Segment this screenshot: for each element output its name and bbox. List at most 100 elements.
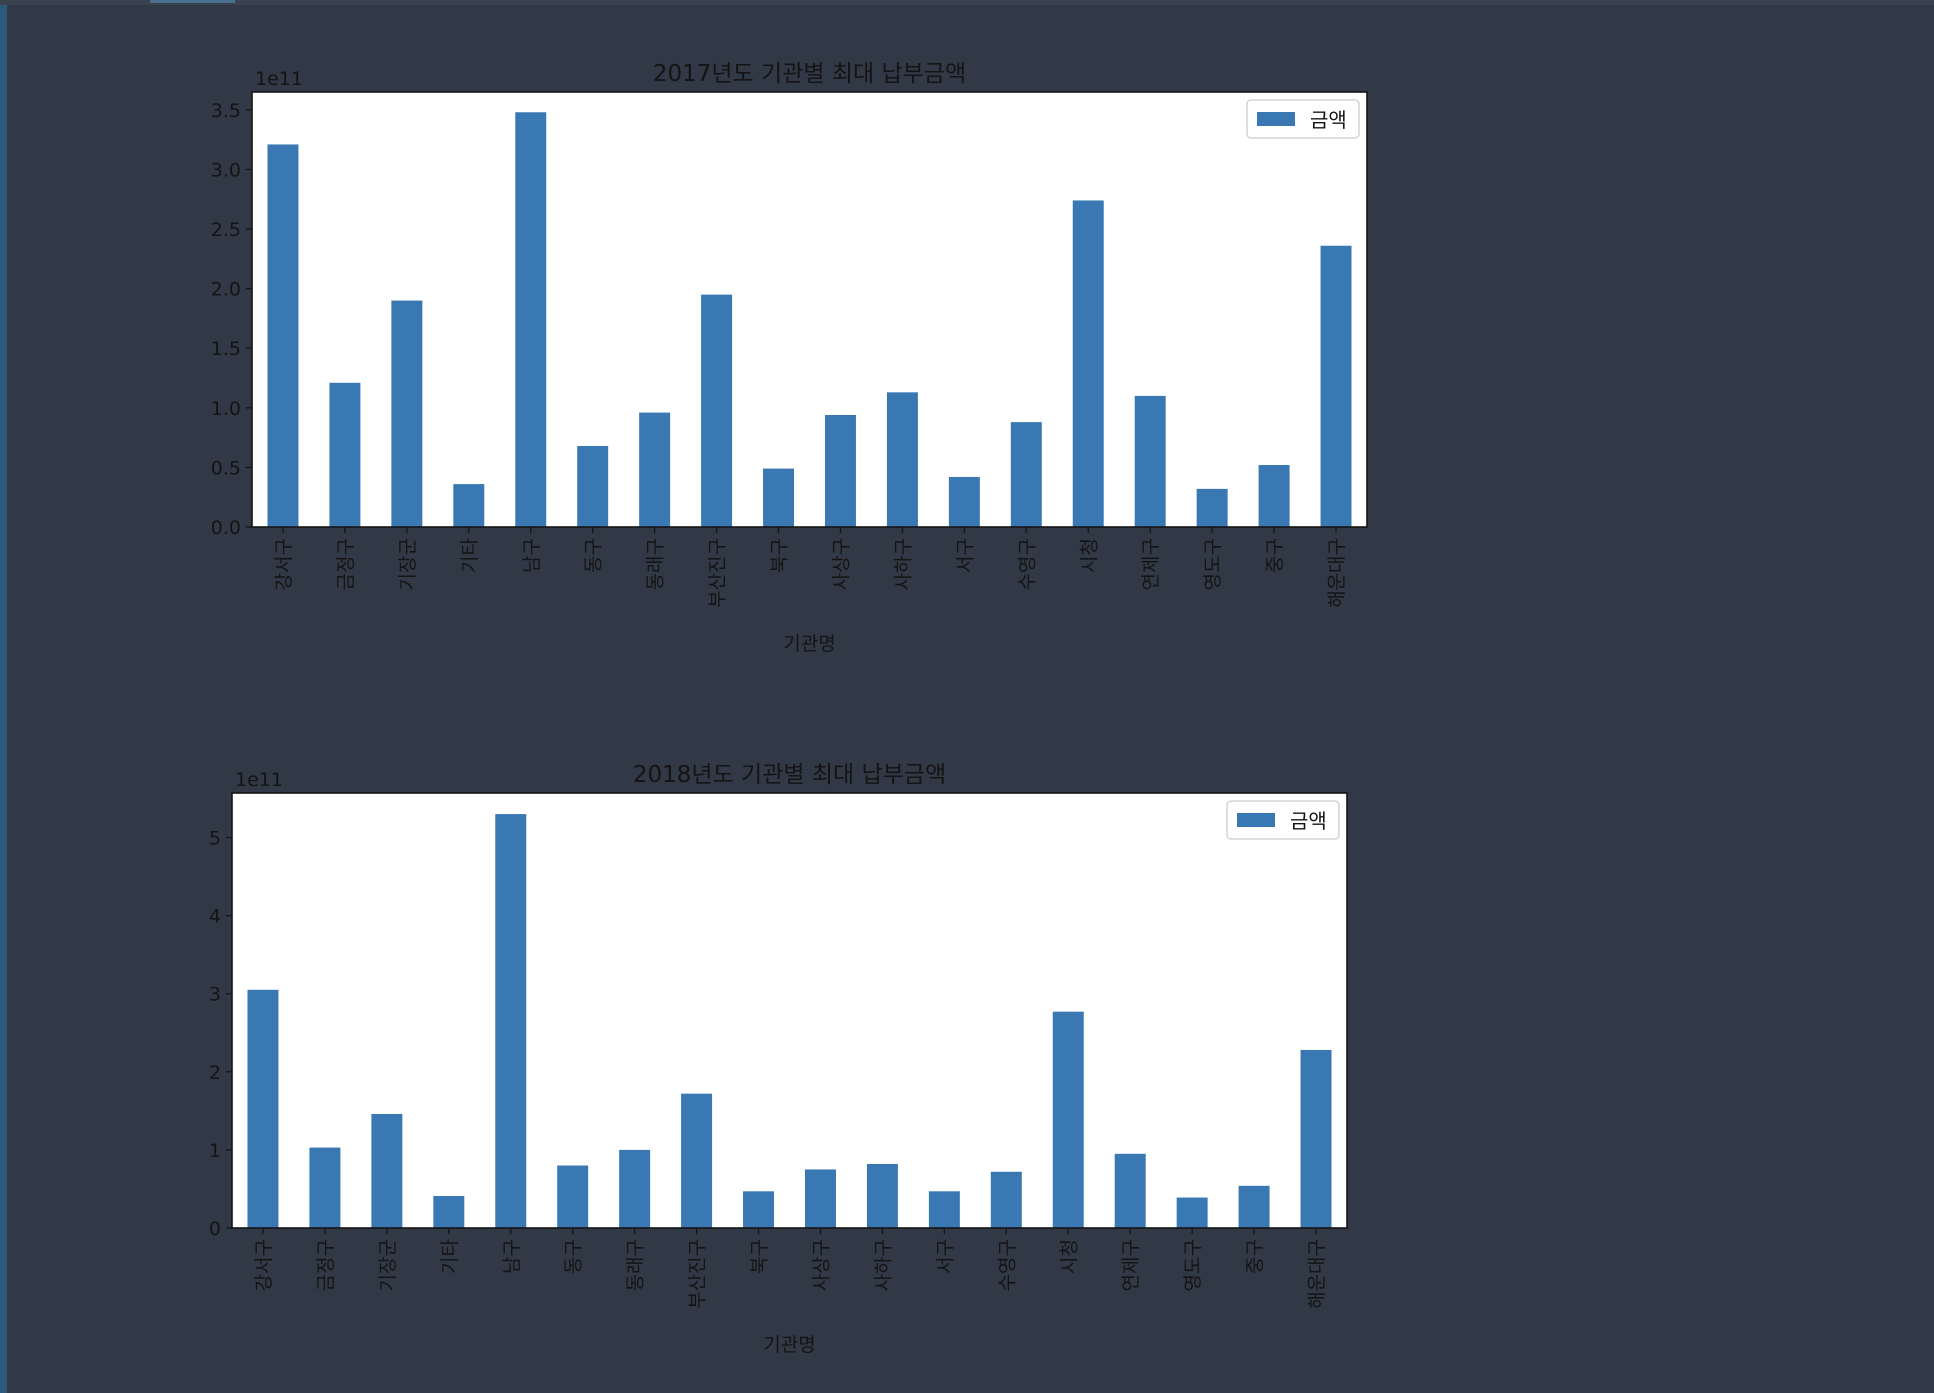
bar-동구 xyxy=(577,445,609,527)
chart-2: 2018년도 기관별 최대 납부금액 1e11 0 1 2 3 4 5 강서구 금정구 기장군 기타 남… xyxy=(209,762,1348,1356)
y-tick-label: 4 xyxy=(209,906,221,928)
legend: 금액 xyxy=(1246,99,1360,139)
plot-area xyxy=(252,92,1367,527)
x-tick-label: 영도구 xyxy=(1202,538,1224,590)
bar-기장군 xyxy=(391,300,423,527)
y-tick-label: 3.0 xyxy=(211,159,241,181)
bar-북구 xyxy=(763,468,795,527)
bar-중구 xyxy=(1258,465,1290,527)
x-tick-label: 영도구 xyxy=(1182,1239,1204,1291)
legend: 금액 xyxy=(1226,800,1340,840)
bar-동래구 xyxy=(619,1149,651,1228)
bar-사상구 xyxy=(824,414,856,527)
y-offset-label: 1e11 xyxy=(255,68,303,90)
bar-서구 xyxy=(948,476,980,527)
x-tick-label: 동구 xyxy=(563,1239,585,1274)
bar-강서구 xyxy=(267,144,299,527)
window-left-accent xyxy=(0,0,7,1393)
x-tick-label: 강서구 xyxy=(253,1239,275,1291)
bar-남구 xyxy=(515,112,547,527)
bar-영도구 xyxy=(1176,1197,1208,1228)
bar-금정구 xyxy=(309,1147,341,1228)
x-tick-label: 기장군 xyxy=(397,538,419,590)
bar-금정구 xyxy=(329,382,361,527)
y-tick-label: 1.0 xyxy=(211,398,241,420)
bar-수영구 xyxy=(990,1171,1022,1228)
x-tick-label: 수영구 xyxy=(996,1239,1018,1291)
bar-해운대구 xyxy=(1320,245,1352,527)
chart-1: 2017년도 기관별 최대 납부금액 1e11 0.0 0.5 1.0 1.5 2.0 2.5… xyxy=(211,61,1368,655)
bar-시청 xyxy=(1052,1011,1084,1228)
bar-기타 xyxy=(433,1195,465,1228)
y-tick-label: 1.5 xyxy=(211,338,241,360)
x-tick-label: 기타 xyxy=(439,1239,461,1274)
x-tick-label: 기장군 xyxy=(377,1239,399,1291)
chart-title: 2017년도 기관별 최대 납부금액 xyxy=(653,61,966,87)
legend-label: 금액 xyxy=(1310,108,1347,132)
legend-swatch xyxy=(1237,813,1275,827)
plot-area xyxy=(232,793,1347,1228)
legend-box xyxy=(1226,800,1340,840)
legend-label: 금액 xyxy=(1290,809,1327,833)
x-tick-label: 남구 xyxy=(521,538,543,573)
legend-box xyxy=(1246,99,1360,139)
x-tick-label: 기타 xyxy=(459,538,481,573)
x-tick-label: 사하구 xyxy=(872,1239,894,1291)
y-tick-label: 0.0 xyxy=(211,517,241,539)
plot-frame xyxy=(251,91,1368,528)
x-tick-label: 부산진구 xyxy=(707,538,729,608)
bar-부산진구 xyxy=(701,294,733,527)
x-tick-label: 수영구 xyxy=(1016,538,1038,590)
x-tick-label: 중구 xyxy=(1244,1239,1266,1274)
bar-연제구 xyxy=(1134,395,1166,527)
legend-swatch xyxy=(1257,112,1295,126)
window-top-border xyxy=(0,0,1934,5)
chart-title: 2018년도 기관별 최대 납부금액 xyxy=(633,762,946,788)
bar-사상구 xyxy=(804,1169,836,1228)
bar-서구 xyxy=(928,1191,960,1228)
x-tick-label: 중구 xyxy=(1264,538,1286,573)
bar-북구 xyxy=(743,1191,775,1228)
bar-중구 xyxy=(1238,1185,1270,1228)
x-tick-label: 연제구 xyxy=(1140,538,1162,590)
y-tick-label: 5 xyxy=(209,828,221,850)
x-tick-label: 동구 xyxy=(583,538,605,573)
x-tick-label: 사하구 xyxy=(892,538,914,590)
bar-기장군 xyxy=(371,1113,403,1228)
y-tick-label: 2.5 xyxy=(211,219,241,241)
y-tick-label: 3 xyxy=(209,984,221,1006)
x-tick-label: 서구 xyxy=(934,1239,956,1274)
x-tick-label: 시청 xyxy=(1058,1239,1080,1274)
x-tick-label: 금정구 xyxy=(335,538,357,590)
x-tick-label: 남구 xyxy=(501,1239,523,1274)
x-tick-label: 서구 xyxy=(954,538,976,573)
x-tick-label: 사상구 xyxy=(830,538,852,590)
x-tick-label: 북구 xyxy=(769,538,791,573)
bar-사하구 xyxy=(866,1163,898,1228)
x-axis-label: 기관명 xyxy=(783,633,835,655)
x-tick-label: 해운대구 xyxy=(1306,1239,1328,1309)
x-tick-label: 북구 xyxy=(749,1239,771,1274)
x-tick-label: 금정구 xyxy=(315,1239,337,1291)
bar-부산진구 xyxy=(681,1093,713,1228)
bar-강서구 xyxy=(247,989,279,1228)
y-tick-label: 3.5 xyxy=(211,100,241,122)
y-tick-label: 2.0 xyxy=(211,279,241,301)
x-tick-label: 연제구 xyxy=(1120,1239,1142,1291)
bar-해운대구 xyxy=(1300,1049,1332,1228)
y-offset-label: 1e11 xyxy=(235,769,283,791)
y-tick-label: 2 xyxy=(209,1062,221,1084)
y-tick-label: 0.5 xyxy=(211,457,241,479)
bar-동구 xyxy=(557,1165,589,1228)
y-tick-label: 1 xyxy=(209,1140,221,1162)
plot-frame xyxy=(231,792,1348,1229)
bar-수영구 xyxy=(1010,422,1042,527)
bar-동래구 xyxy=(639,412,671,527)
x-tick-label: 해운대구 xyxy=(1326,538,1348,608)
bar-영도구 xyxy=(1196,488,1228,527)
bar-연제구 xyxy=(1114,1153,1146,1228)
x-tick-label: 사상구 xyxy=(810,1239,832,1291)
x-tick-label: 동래구 xyxy=(645,538,667,590)
y-tick-label: 0 xyxy=(209,1218,221,1240)
